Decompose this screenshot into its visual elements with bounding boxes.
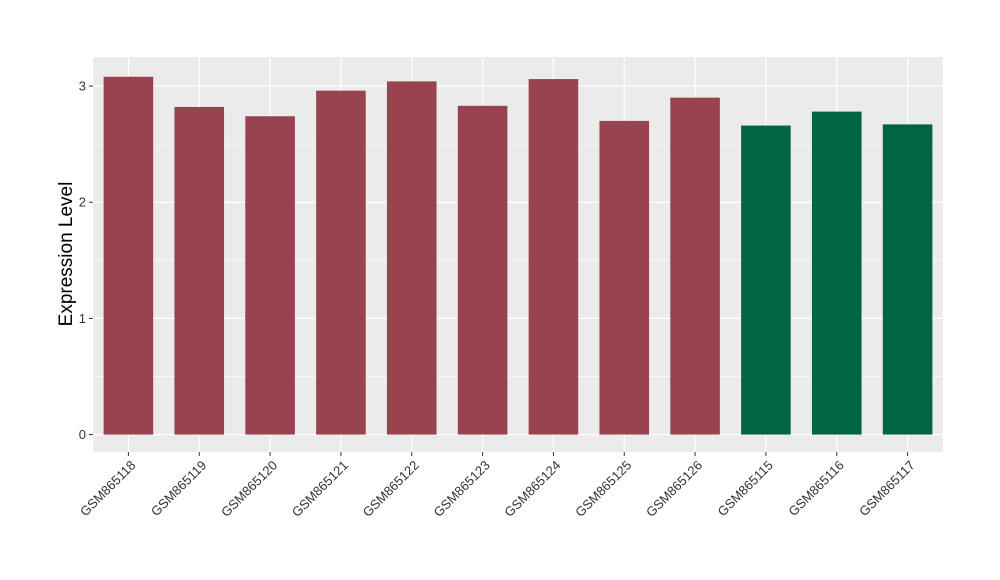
x-tick-label: GSM865121 (289, 458, 351, 520)
x-tick-label: GSM865120 (218, 458, 280, 520)
x-tick-label: GSM865125 (572, 458, 634, 520)
bar-GSM865121 (316, 90, 366, 435)
x-tick-label: GSM865126 (643, 458, 705, 520)
minor-gridlines (93, 143, 943, 377)
bar-GSM865123 (457, 105, 508, 435)
y-tick-label: 3 (79, 79, 86, 94)
bar-GSM865115 (741, 125, 791, 435)
y-axis-title: Expression Level (56, 182, 77, 327)
bar-GSM865125 (599, 120, 650, 435)
x-tick-label: GSM865124 (501, 458, 563, 520)
x-tick-label: GSM865119 (148, 458, 210, 520)
bar-GSM865118 (103, 76, 154, 435)
y-tick-label: 2 (79, 195, 86, 210)
bar-GSM865124 (528, 79, 579, 435)
bars (103, 76, 933, 435)
bar-GSM865126 (670, 97, 720, 435)
bar-GSM865120 (245, 116, 295, 435)
x-tick-label: GSM865115 (714, 458, 776, 520)
x-tick-label: GSM865122 (360, 458, 422, 520)
y-tick-label: 1 (79, 311, 86, 326)
x-tick-label: GSM865123 (430, 458, 492, 520)
y-axis: 0 1 2 3 (79, 79, 93, 442)
x-tick-label: GSM865118 (77, 458, 139, 520)
y-tick-label: 0 (79, 427, 86, 442)
bar-GSM865122 (386, 81, 437, 435)
x-tick-label: GSM865117 (856, 458, 918, 520)
plot-panel (93, 57, 943, 452)
x-tick-label: GSM865116 (785, 458, 847, 520)
bar-GSM865116 (811, 111, 862, 435)
bar-GSM865117 (882, 124, 933, 435)
x-axis: GSM865118 GSM865119 GSM865120 GSM865121 GSM8… (77, 452, 918, 520)
bar-GSM865119 (174, 106, 225, 435)
